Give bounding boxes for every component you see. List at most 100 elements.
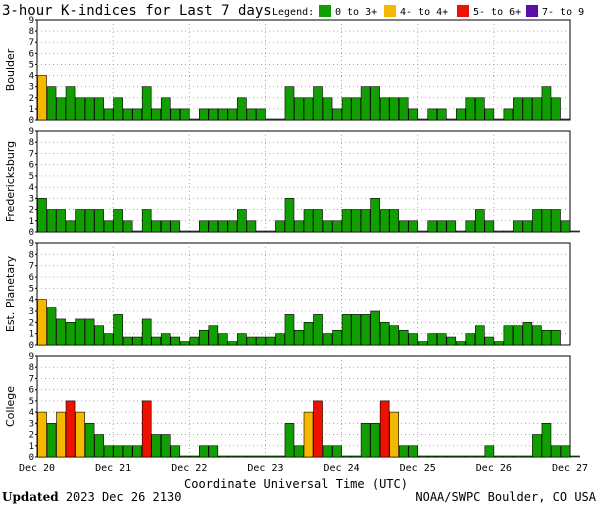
bar bbox=[417, 455, 428, 458]
y-tick-label: 7 bbox=[29, 374, 34, 384]
bar bbox=[503, 108, 514, 121]
bar bbox=[341, 97, 352, 121]
bar bbox=[475, 97, 485, 121]
x-tick-label: Dec 21 bbox=[95, 463, 131, 474]
bar bbox=[370, 86, 380, 121]
legend-item: 5- to 6+ bbox=[457, 5, 521, 18]
updated-time: 2023 Dec 26 2130 bbox=[65, 490, 182, 504]
bar bbox=[522, 220, 533, 233]
bar bbox=[427, 108, 438, 121]
bar bbox=[532, 97, 542, 121]
bar bbox=[189, 230, 200, 233]
bar bbox=[56, 209, 66, 233]
bar bbox=[132, 230, 142, 233]
bar bbox=[113, 445, 123, 458]
bar bbox=[37, 75, 47, 121]
bar bbox=[199, 108, 209, 121]
bar bbox=[389, 97, 399, 121]
bar bbox=[65, 400, 76, 458]
bar bbox=[513, 97, 523, 121]
bar bbox=[122, 108, 133, 121]
bar bbox=[313, 314, 323, 346]
bar bbox=[541, 209, 552, 233]
bar bbox=[455, 230, 466, 233]
bar bbox=[332, 329, 342, 346]
bar bbox=[360, 86, 371, 121]
bar bbox=[408, 108, 419, 121]
bar bbox=[532, 209, 542, 233]
bar bbox=[351, 97, 361, 121]
bar bbox=[560, 220, 571, 233]
bar bbox=[294, 445, 304, 458]
bar bbox=[37, 299, 47, 346]
bar bbox=[160, 333, 171, 346]
bar bbox=[179, 341, 190, 346]
bar bbox=[360, 209, 371, 233]
bar bbox=[541, 329, 552, 346]
bar bbox=[103, 333, 114, 346]
bar bbox=[132, 336, 142, 346]
bar bbox=[84, 318, 95, 346]
x-tick-label: Dec 25 bbox=[400, 463, 436, 474]
bar bbox=[551, 445, 561, 458]
bar bbox=[189, 118, 200, 121]
bar bbox=[522, 97, 533, 121]
bar bbox=[322, 220, 333, 233]
y-tick-label: 3 bbox=[29, 419, 34, 429]
bar bbox=[398, 220, 409, 233]
y-axis-label: College bbox=[4, 386, 17, 427]
y-tick-label: 0 bbox=[29, 228, 34, 238]
y-tick-label: 5 bbox=[29, 172, 34, 182]
bar bbox=[551, 329, 561, 346]
bar bbox=[265, 336, 276, 346]
bar bbox=[322, 333, 333, 346]
bar bbox=[494, 341, 504, 346]
y-tick-label: 1 bbox=[29, 330, 34, 340]
bar bbox=[427, 220, 438, 233]
bar bbox=[465, 220, 476, 233]
bar bbox=[141, 318, 152, 346]
bar bbox=[465, 97, 476, 121]
bar bbox=[522, 455, 533, 458]
bar bbox=[522, 322, 533, 346]
bar bbox=[56, 411, 66, 458]
bar bbox=[275, 220, 285, 233]
bar bbox=[84, 209, 95, 233]
bar bbox=[484, 445, 495, 458]
bar bbox=[503, 325, 514, 346]
bar bbox=[37, 198, 47, 233]
bar bbox=[113, 97, 123, 121]
bar bbox=[408, 333, 419, 346]
bar bbox=[446, 118, 457, 121]
bar bbox=[379, 400, 390, 458]
bar bbox=[341, 314, 352, 346]
y-tick-label: 8 bbox=[29, 250, 34, 260]
bar bbox=[436, 455, 447, 458]
bar bbox=[341, 209, 352, 233]
bar bbox=[65, 86, 76, 121]
y-tick-label: 3 bbox=[29, 83, 34, 93]
y-tick-label: 2 bbox=[29, 431, 34, 441]
bar bbox=[294, 329, 304, 346]
legend-item: 7- to 9 bbox=[526, 5, 584, 18]
bar bbox=[199, 445, 209, 458]
bar bbox=[303, 411, 314, 458]
bar bbox=[179, 230, 190, 233]
bar bbox=[94, 325, 104, 346]
k-index-chart: 3-hour K-indices for Last 7 days Legend:… bbox=[2, 3, 588, 490]
bar bbox=[151, 434, 162, 458]
bar bbox=[227, 341, 238, 346]
bar bbox=[551, 97, 561, 121]
bar bbox=[494, 230, 504, 233]
bar bbox=[417, 118, 428, 121]
legend-swatch-purple bbox=[526, 5, 538, 17]
bar bbox=[160, 97, 171, 121]
bar bbox=[379, 97, 390, 121]
bar bbox=[389, 209, 399, 233]
y-tick-label: 9 bbox=[29, 127, 34, 137]
bar bbox=[294, 220, 304, 233]
bar bbox=[284, 423, 295, 458]
bar bbox=[75, 411, 85, 458]
bar bbox=[275, 455, 285, 458]
bar bbox=[303, 322, 314, 346]
